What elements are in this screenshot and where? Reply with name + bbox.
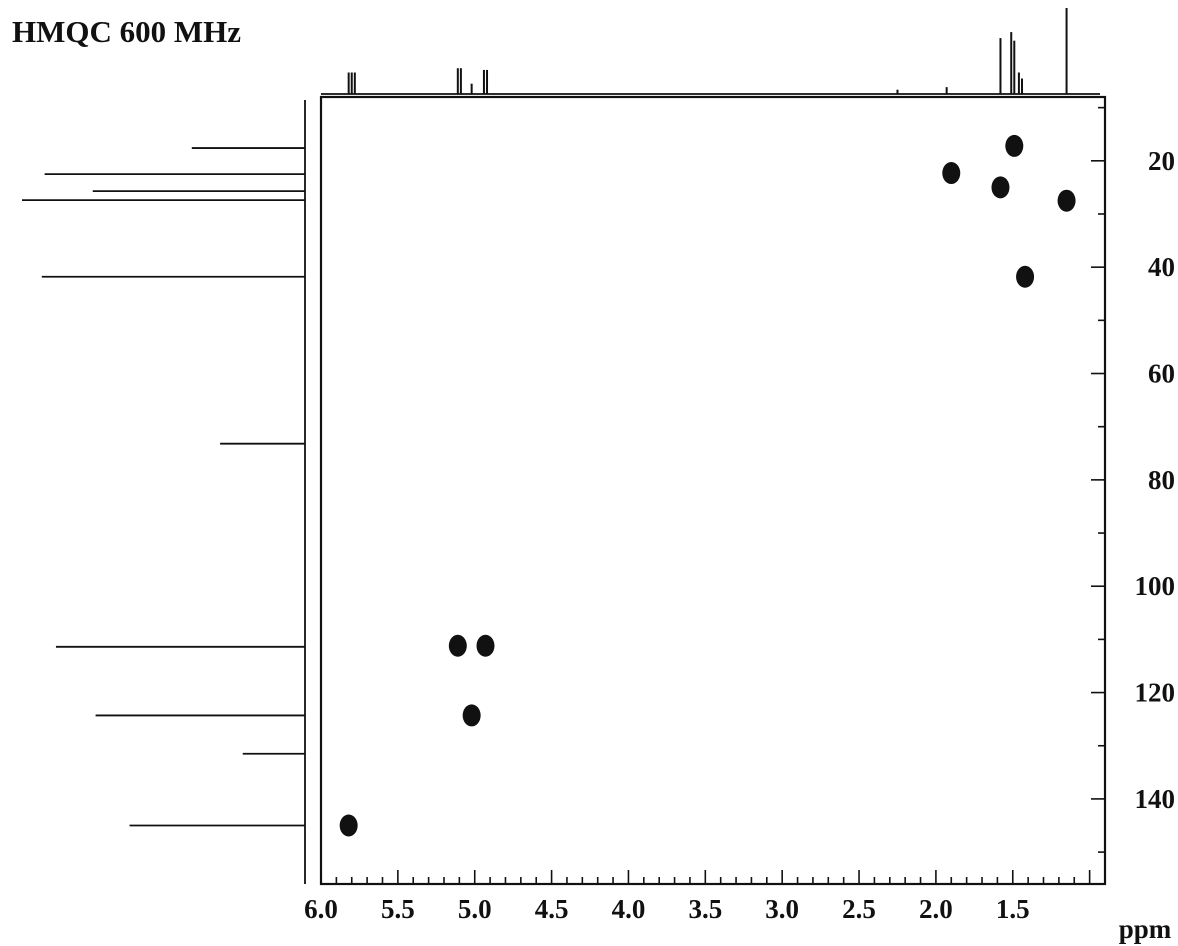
x-tick-label: 3.5 — [688, 894, 722, 924]
y-tick-label: 120 — [1135, 678, 1176, 708]
y-tick-label: 140 — [1135, 784, 1176, 814]
x-tick-label: 6.0 — [304, 894, 338, 924]
plot-border — [319, 95, 1107, 886]
carbon-projection — [22, 100, 306, 884]
y-tick-label: 60 — [1148, 359, 1175, 389]
plot-frame — [319, 95, 1107, 886]
x-axis: 6.0 5.5 5.0 4.5 4.0 3.5 3.0 2.5 2.0 1.5 ppm — [304, 870, 1172, 944]
x-tick-label: 3.0 — [765, 894, 799, 924]
chart-title: HMQC 600 MHz — [12, 14, 242, 49]
cross-peak — [339, 814, 358, 837]
proton-projection — [321, 8, 1100, 95]
y-tick-label: 40 — [1148, 252, 1175, 282]
y-tick-label: 100 — [1135, 571, 1176, 601]
cross-peak — [991, 176, 1010, 199]
x-tick-label: 2.5 — [842, 894, 876, 924]
x-tick-label: 5.5 — [381, 894, 415, 924]
x-tick-label: 5.0 — [458, 894, 492, 924]
cross-peak — [448, 634, 467, 657]
cross-peak — [462, 704, 481, 727]
cross-peak — [1016, 265, 1035, 288]
x-tick-label: 4.0 — [612, 894, 646, 924]
x-tick-label: 2.0 — [919, 894, 953, 924]
x-tick-label: 4.5 — [535, 894, 569, 924]
y-axis: 20 40 60 80 100 120 140 — [1091, 106, 1176, 853]
cross-peak — [942, 162, 961, 185]
x-tick-label: 1.5 — [996, 894, 1030, 924]
x-axis-unit-label: ppm — [1119, 914, 1172, 944]
y-tick-label: 20 — [1148, 146, 1175, 176]
y-tick-label: 80 — [1148, 465, 1175, 495]
cross-peak — [1057, 189, 1076, 212]
cross-peak — [476, 634, 495, 657]
cross-peaks — [339, 134, 1076, 837]
cross-peak — [1005, 134, 1024, 157]
